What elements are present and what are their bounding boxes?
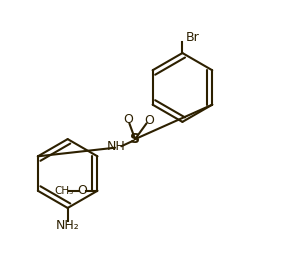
Text: NH: NH — [107, 140, 126, 153]
Text: CH₃: CH₃ — [55, 186, 74, 196]
Text: NH₂: NH₂ — [56, 219, 80, 232]
Text: O: O — [123, 113, 133, 126]
Text: O: O — [144, 114, 154, 127]
Text: O: O — [77, 184, 87, 197]
Text: Br: Br — [185, 31, 199, 44]
Text: S: S — [130, 132, 140, 146]
